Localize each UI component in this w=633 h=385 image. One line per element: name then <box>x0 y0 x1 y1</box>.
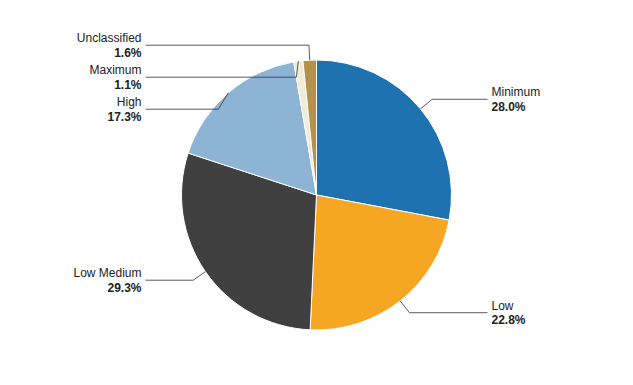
slice-label: Low22.8% <box>492 299 526 327</box>
chart-svg: Minimum28.0%Low22.8%Low Medium29.3%High1… <box>0 0 633 385</box>
value-label: 22.8% <box>492 313 526 327</box>
category-label: Low <box>492 299 514 313</box>
category-label: Low Medium <box>73 266 141 280</box>
value-label: 1.6% <box>114 46 142 60</box>
pie-slice <box>317 60 452 220</box>
leader-line <box>146 45 310 60</box>
pie-slice <box>303 60 317 195</box>
value-label: 17.3% <box>107 110 141 124</box>
leader-line <box>146 61 299 77</box>
leader-line <box>420 99 487 109</box>
pie-slice <box>310 195 449 330</box>
category-label: Maximum <box>89 63 141 77</box>
pie-slice <box>294 61 317 195</box>
slices <box>181 60 451 330</box>
category-label: High <box>117 95 142 109</box>
leader-line <box>146 272 206 281</box>
category-label: Unclassified <box>77 31 142 45</box>
slice-label: High17.3% <box>107 95 141 123</box>
leader-line <box>146 93 229 109</box>
slice-label: Minimum28.0% <box>492 85 541 113</box>
leader-lines <box>146 45 488 313</box>
value-label: 1.1% <box>114 78 142 92</box>
slice-label: Low Medium29.3% <box>73 266 141 294</box>
slice-label: Unclassified1.6% <box>77 31 142 59</box>
category-label: Minimum <box>492 85 541 99</box>
labels: Minimum28.0%Low22.8%Low Medium29.3%High1… <box>73 31 540 327</box>
slice-label: Maximum1.1% <box>89 63 141 91</box>
leader-line <box>400 301 487 313</box>
chart-container: Minimum28.0%Low22.8%Low Medium29.3%High1… <box>0 0 633 385</box>
value-label: 29.3% <box>107 281 141 295</box>
value-label: 28.0% <box>492 100 526 114</box>
